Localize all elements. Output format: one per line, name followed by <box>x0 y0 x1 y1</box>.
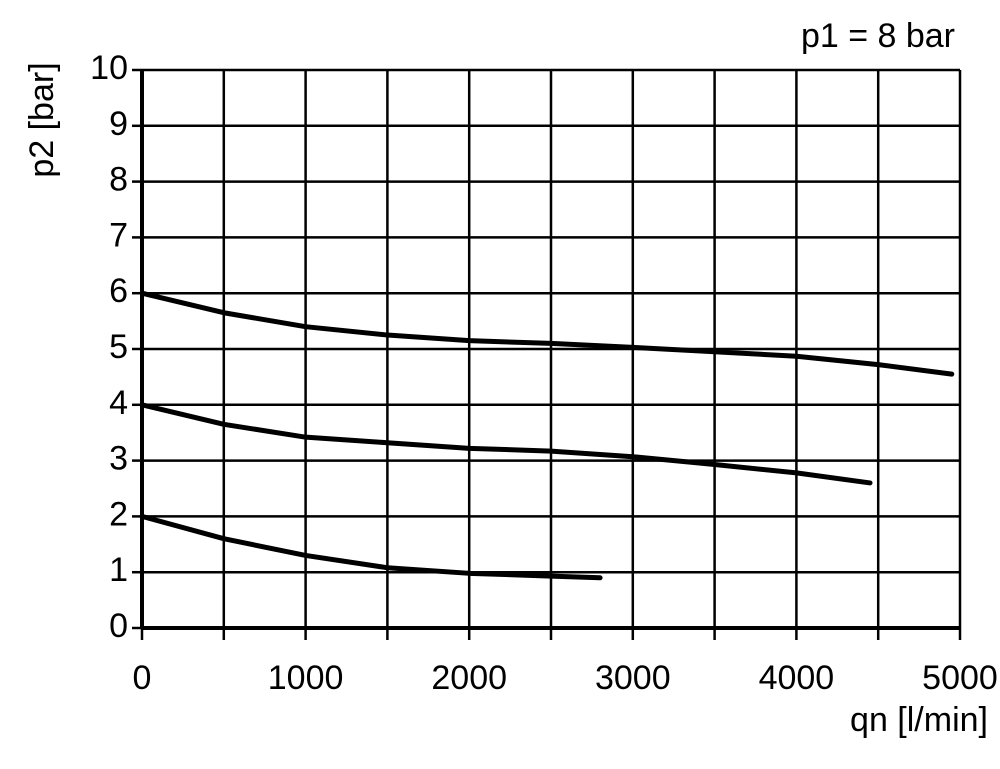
x-tick-label: 4000 <box>759 659 835 697</box>
y-tick-label: 6 <box>109 272 128 310</box>
series-line <box>139 402 873 486</box>
y-tick-label: 10 <box>90 49 128 87</box>
y-tick-label: 3 <box>109 440 128 478</box>
y-axis-label: p2 [bar] <box>23 62 61 177</box>
y-tick-label: 4 <box>109 384 128 422</box>
x-tick-label: 3000 <box>595 659 671 697</box>
x-tick-label: 2000 <box>431 659 507 697</box>
y-tick-label: 1 <box>109 551 128 589</box>
y-tick-label: 5 <box>109 328 128 366</box>
x-tick-label: 1000 <box>268 659 344 697</box>
chart-title: p1 = 8 bar <box>801 17 955 55</box>
y-tick-label: 2 <box>109 495 128 533</box>
x-axis-label: qn [l/min] <box>850 701 988 739</box>
x-tick-label: 0 <box>133 659 152 697</box>
series-line <box>139 513 603 581</box>
y-tick-label: 7 <box>109 216 128 254</box>
y-tick-label: 8 <box>109 161 128 199</box>
series-line <box>139 290 955 377</box>
y-tick-label: 0 <box>109 607 128 645</box>
y-tick-label: 9 <box>109 105 128 143</box>
x-tick-label: 5000 <box>922 659 998 697</box>
